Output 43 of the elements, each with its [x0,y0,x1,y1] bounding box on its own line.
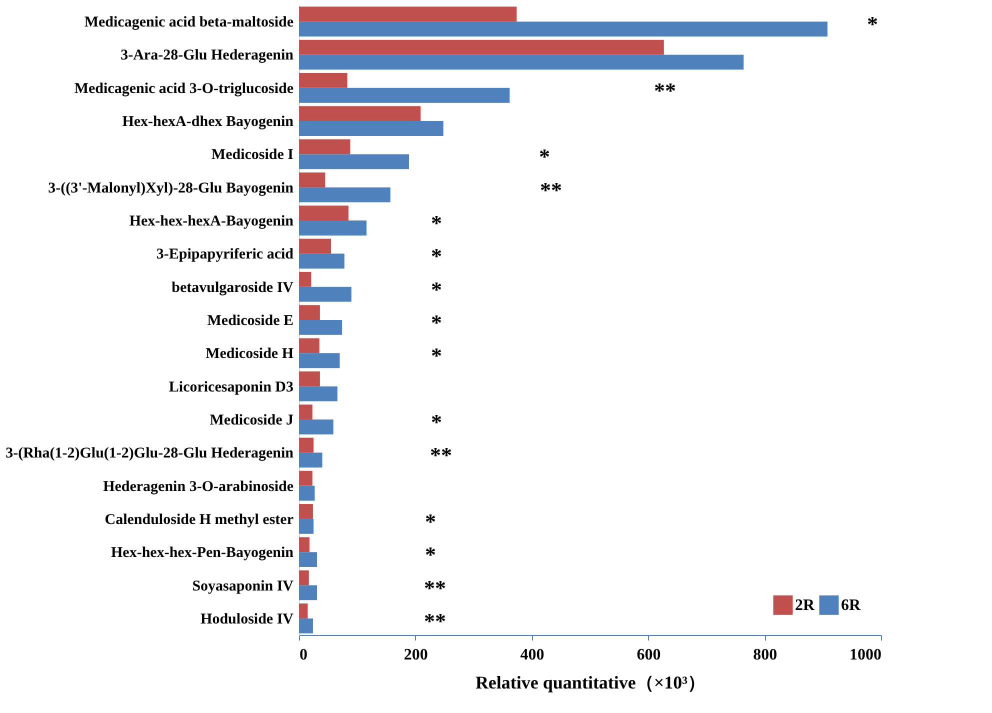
annotation: * [431,310,442,335]
annotation: * [431,210,442,236]
annotation: * [539,144,550,170]
y-tick-label: Hederagenin 3-O-arabinoside [103,478,294,495]
y-tick-label: Soyasaponin IV [192,578,294,594]
annotation: ** [654,78,676,103]
x-tick-label: 200 [404,646,428,664]
x-tick-label: 1000 [850,646,882,664]
y-tick-label: Medicoside J [210,412,294,428]
y-tick-label: Calenduloside H methyl ester [104,512,294,528]
y-tick-label: Licoricesaponin D3 [168,379,294,396]
legend-label: 6R [841,597,861,614]
annotation: ** [540,177,562,202]
annotation: ** [424,575,446,600]
y-tick-label: 3-Ara-28-Glu Hederagenin [120,48,294,64]
y-tick-label: Medicagenic acid 3-O-triglucoside [74,80,294,97]
x-tick-label: 400 [520,646,544,664]
x-tick-label: 0 [300,646,308,664]
x-tick-label: 800 [753,646,778,664]
x-tick-label: 600 [636,646,661,664]
y-tick-label: 3-((3'-Malonyl)Xyl)-28-Glu Bayogenin [48,180,294,196]
y-tick-label: Hex-hexA-dhex Bayogenin [122,114,294,130]
annotation: * [431,276,442,302]
y-tick-label: betavulgaroside IV [172,280,294,296]
y-tick-label: 3-(Rha(1-2)Glu(1-2)Glu-28-Glu Hederagenin [6,446,294,462]
annotation: * [867,12,878,37]
y-tick-label: Hex-hex-hex-Pen-Bayogenin [111,545,294,562]
y-tick-label: Hex-hex-hexA-Bayogenin [129,214,294,230]
y-tick-label: Medicoside I [211,147,294,164]
y-tick-label: Medicoside E [207,313,294,329]
y-tick-label: Medicoside H [206,346,294,362]
y-tick-label: Medicagenic acid beta-maltoside [84,14,294,31]
annotation: * [425,508,436,534]
x-axis-title: Relative quantitative（×10³） [475,672,706,692]
annotation: * [431,343,442,368]
annotation: * [425,542,436,568]
annotation: * [431,244,442,269]
annotation: ** [430,442,452,468]
annotation: * [431,409,442,434]
legend-label: 2R [795,597,815,614]
y-tick-label: Hoduloside IV [200,611,294,628]
y-tick-label: 3-Epipapyriferic acid [156,246,294,263]
annotation: ** [424,608,446,634]
